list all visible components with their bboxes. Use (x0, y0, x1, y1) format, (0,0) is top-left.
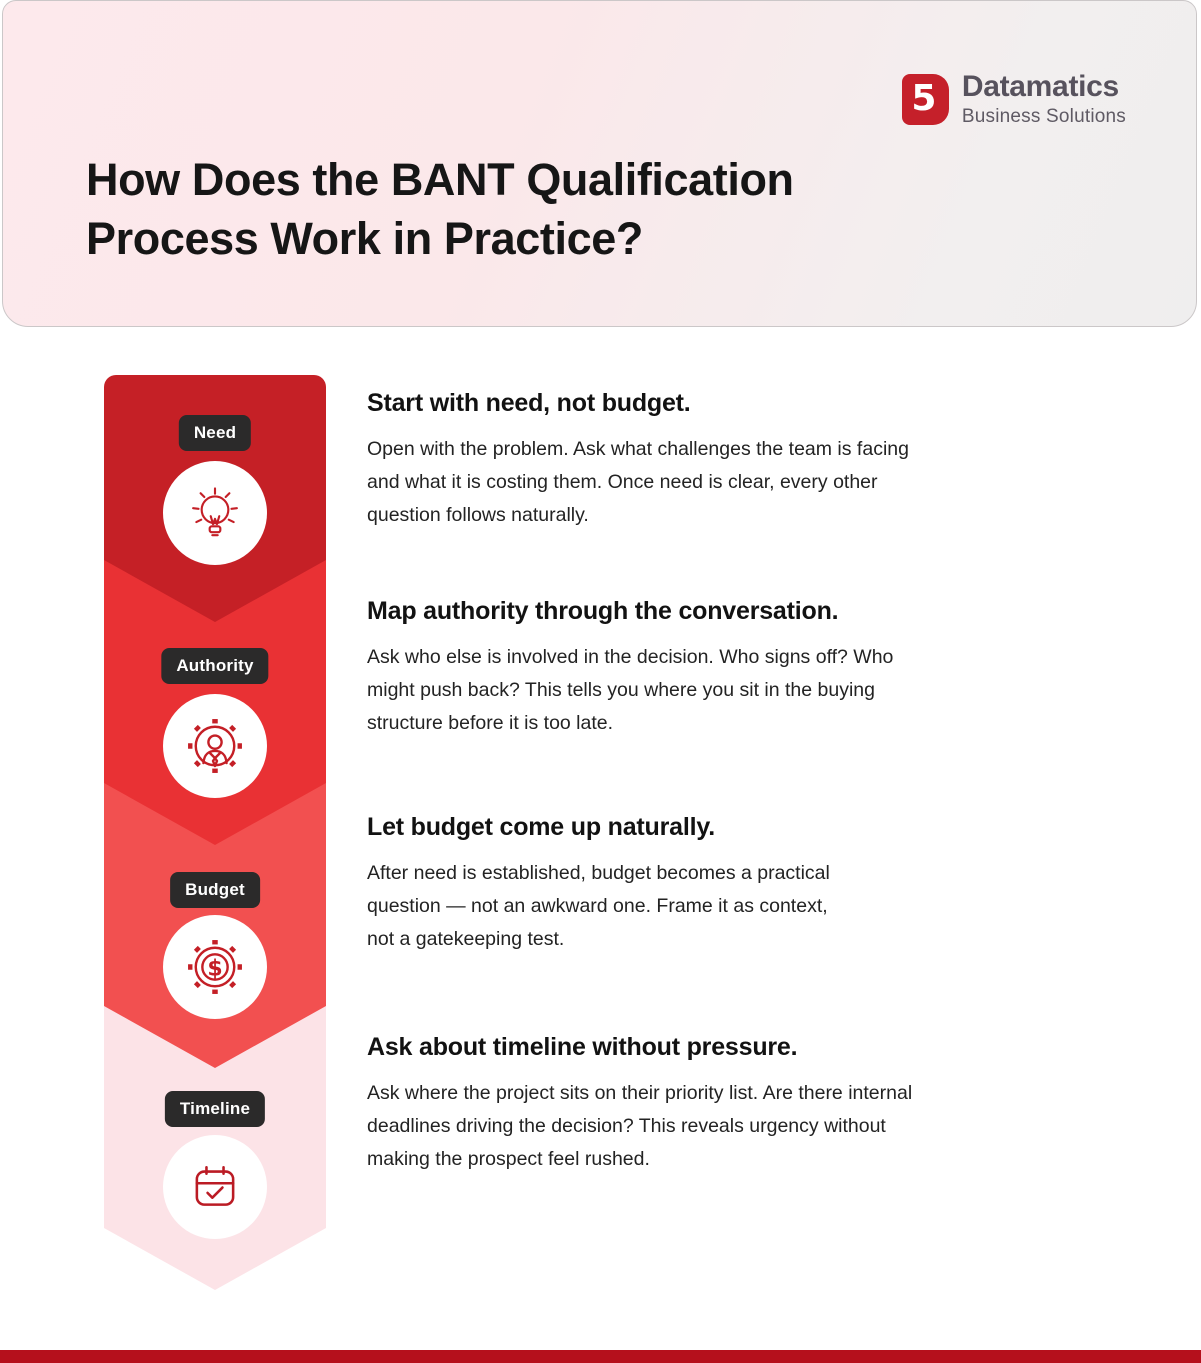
step-icon-circle-timeline (163, 1135, 267, 1239)
brand-logo: 5 Datamatics Business Solutions (901, 71, 1126, 128)
step-text-timeline: Ask about timeline without pressure. Ask… (367, 1033, 1067, 1176)
datamatics-logo-icon: 5 (901, 73, 949, 125)
gear-person-icon (182, 713, 248, 779)
step-text-budget: Let budget come up naturally. After need… (367, 813, 1067, 956)
logo-glyph: 5 (911, 78, 937, 120)
step-body-budget: After need is established, budget become… (367, 862, 830, 951)
step-badge-need: Need (179, 415, 251, 451)
brand-tagline: Business Solutions (961, 105, 1126, 127)
step-heading-need: Start with need, not budget. (367, 389, 691, 417)
step-text-need: Start with need, not budget. Open with t… (367, 389, 1067, 532)
step-heading-budget: Let budget come up naturally. (367, 813, 715, 841)
calendar-check-icon (183, 1155, 247, 1219)
step-body-authority: Ask who else is involved in the decision… (367, 646, 894, 735)
gear-dollar-icon: $ (182, 934, 248, 1000)
step-body-need: Open with the problem. Ask what challeng… (367, 438, 909, 527)
step-icon-circle-need (163, 461, 267, 565)
step-heading-authority: Map authority through the conversation. (367, 597, 839, 625)
step-text-authority: Map authority through the conversation. … (367, 597, 1067, 740)
lightbulb-icon (183, 481, 247, 545)
step-heading-timeline: Ask about timeline without pressure. (367, 1033, 798, 1061)
step-icon-circle-authority (163, 694, 267, 798)
brand-text: Datamatics Business Solutions (962, 71, 1126, 128)
step-badge-timeline: Timeline (165, 1091, 265, 1127)
step-badge-authority: Authority (161, 648, 268, 684)
header-card: 5 Datamatics Business Solutions How Does… (2, 0, 1197, 327)
footer-bar (0, 1350, 1201, 1363)
page-title: How Does the BANT Qualification Process … (86, 154, 794, 264)
step-badge-budget: Budget (170, 872, 260, 908)
brand-name: Datamatics (961, 70, 1119, 103)
step-icon-circle-budget: $ (163, 915, 267, 1019)
svg-text:$: $ (207, 956, 222, 981)
step-body-timeline: Ask where the project sits on their prio… (367, 1082, 913, 1171)
